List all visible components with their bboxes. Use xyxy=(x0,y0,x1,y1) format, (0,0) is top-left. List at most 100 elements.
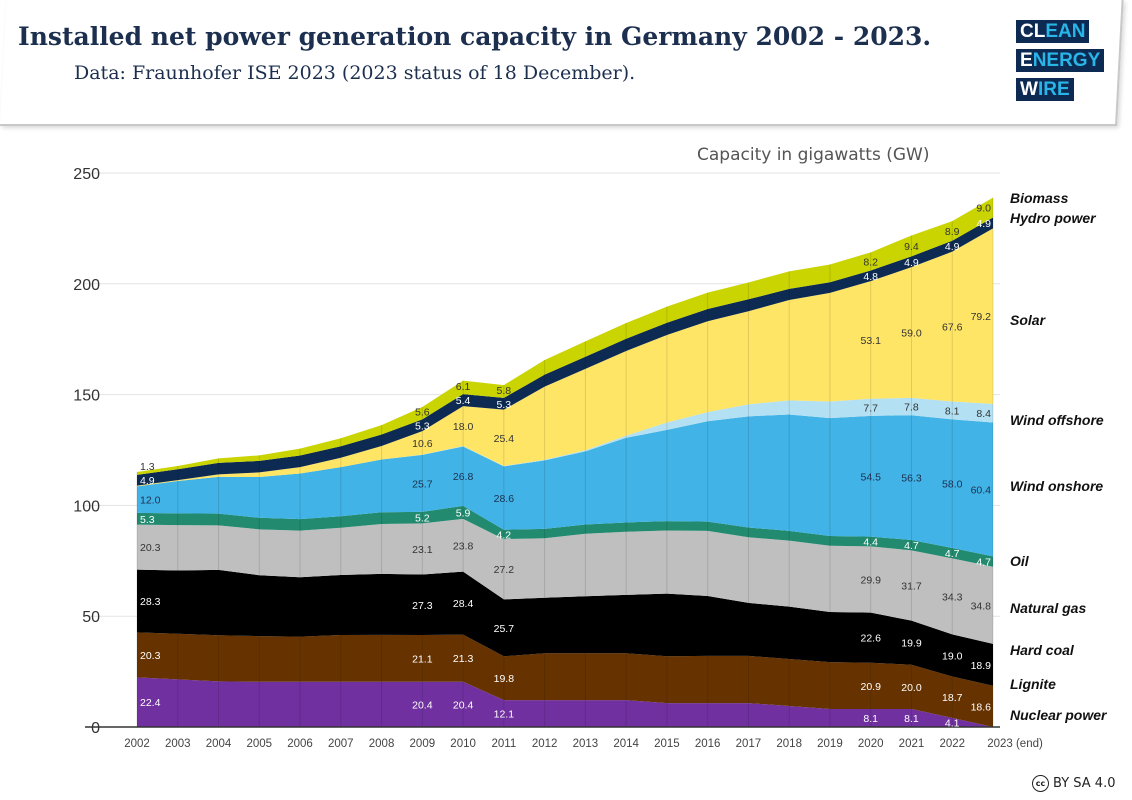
x-tick-label: 2015 xyxy=(654,738,680,750)
data-label: 4.7 xyxy=(945,548,960,560)
data-label: 56.3 xyxy=(901,473,922,485)
data-label: 59.0 xyxy=(901,328,922,340)
data-label: 5.8 xyxy=(497,385,512,397)
data-label: 19.8 xyxy=(494,673,515,685)
x-tick-label: 2020 xyxy=(858,738,884,750)
data-label: 20.9 xyxy=(860,681,881,693)
area-wind-offshore xyxy=(137,397,993,487)
legend-label: Solar xyxy=(1010,312,1047,328)
data-label: 26.8 xyxy=(453,471,474,483)
x-tick-label: 2018 xyxy=(776,738,802,750)
x-tick-label: 2003 xyxy=(165,738,191,750)
y-axis-label: Capacity in gigawatts (GW) xyxy=(697,145,930,165)
data-label: 18.0 xyxy=(453,421,474,433)
data-label: 28.4 xyxy=(453,598,474,610)
area-lignite xyxy=(137,632,993,727)
y-tick-label: 150 xyxy=(73,388,100,405)
data-label: 20.4 xyxy=(453,699,474,711)
data-label: 67.6 xyxy=(942,322,963,334)
legend-label: Natural gas xyxy=(1010,600,1086,616)
data-label: 23.8 xyxy=(453,540,474,552)
x-tick-label: 2012 xyxy=(532,738,558,750)
data-label: 8.1 xyxy=(904,713,919,725)
data-label: 34.3 xyxy=(942,591,963,603)
data-label: 6.1 xyxy=(456,381,471,393)
data-label: 20.3 xyxy=(140,542,161,554)
data-label: 25.7 xyxy=(494,623,515,635)
cc-icon: cc xyxy=(1032,775,1049,792)
data-label: 5.3 xyxy=(415,420,430,432)
data-label: 5.4 xyxy=(456,395,471,407)
x-tick-label: 2004 xyxy=(206,738,232,750)
data-label: 18.6 xyxy=(971,701,992,713)
clean-energy-wire-logo: CLEAN ENERGY WIRE xyxy=(1016,20,1105,107)
x-tick-label: 2021 xyxy=(899,738,925,750)
data-label: 4.9 xyxy=(976,218,991,230)
data-label: 29.9 xyxy=(860,575,881,587)
data-label: 34.8 xyxy=(971,600,992,612)
x-tick-label: 2002 xyxy=(124,738,150,750)
data-label: 12.0 xyxy=(140,495,161,507)
x-tick-label: 2016 xyxy=(695,738,721,750)
area-wind-onshore xyxy=(137,414,993,557)
data-label: 22.4 xyxy=(140,697,161,709)
data-label: 7.8 xyxy=(904,402,919,414)
data-label: 5.6 xyxy=(415,406,430,418)
legend-label: Hard coal xyxy=(1010,642,1075,658)
area-nuclear-power xyxy=(137,677,993,727)
x-tick-label: 2022 xyxy=(939,738,965,750)
data-label: 4.2 xyxy=(497,529,512,541)
data-label: 1.3 xyxy=(140,461,155,473)
data-label: 54.5 xyxy=(860,471,881,483)
data-label: 60.4 xyxy=(971,484,992,496)
data-label: 5.3 xyxy=(140,514,155,526)
data-label: 27.2 xyxy=(494,564,515,576)
data-label: 28.3 xyxy=(140,596,161,608)
x-tick-label: 2011 xyxy=(491,738,516,750)
data-label: 7.7 xyxy=(863,402,878,414)
data-label: 12.1 xyxy=(494,709,515,721)
data-label: 79.2 xyxy=(971,311,992,323)
data-label: 4.8 xyxy=(863,271,878,283)
data-label: 27.3 xyxy=(412,600,433,612)
license-text: BY SA 4.0 xyxy=(1053,776,1116,791)
chart-title: Installed net power generation capacity … xyxy=(18,22,932,51)
data-label: 8.2 xyxy=(863,256,878,268)
x-tick-label: 2005 xyxy=(246,738,272,750)
x-tick-label: 2008 xyxy=(369,738,395,750)
data-label: 4.9 xyxy=(945,241,960,253)
data-label: 9.0 xyxy=(976,203,991,215)
data-label: 8.4 xyxy=(976,408,991,420)
x-tick-label: 2014 xyxy=(613,738,639,750)
data-label: 4.9 xyxy=(904,257,919,269)
x-tick-label: 2023 (end) xyxy=(987,738,1043,750)
x-tick-label: 2019 xyxy=(817,738,843,750)
area-hard-coal xyxy=(137,569,993,686)
x-tick-label: 2007 xyxy=(328,738,354,750)
data-label: 10.6 xyxy=(412,438,433,450)
data-label: 53.1 xyxy=(860,335,881,347)
data-label: 20.4 xyxy=(412,699,433,711)
data-label: 8.1 xyxy=(945,405,960,417)
license: cc BY SA 4.0 xyxy=(1032,775,1115,792)
chart-subtitle: Data: Fraunhofer ISE 2023 (2023 status o… xyxy=(74,62,636,84)
x-tick-label: 2006 xyxy=(287,738,313,750)
data-label: 28.6 xyxy=(494,493,515,505)
x-tick-label: 2017 xyxy=(736,738,762,750)
data-label: 25.4 xyxy=(494,433,515,445)
y-tick-label: 50 xyxy=(82,609,100,626)
legend-label: Lignite xyxy=(1010,676,1056,692)
data-label: 4.1 xyxy=(945,717,960,729)
x-tick-label: 2013 xyxy=(573,738,599,750)
data-label: 19.0 xyxy=(942,650,963,662)
data-label: 4.9 xyxy=(140,475,155,487)
data-label: 21.3 xyxy=(453,653,474,665)
data-label: 19.9 xyxy=(901,638,922,650)
data-label: 5.9 xyxy=(456,507,471,519)
legend-label: Oil xyxy=(1010,553,1030,569)
legend-label: Hydro power xyxy=(1010,210,1097,226)
y-tick-label: 100 xyxy=(73,498,100,515)
data-label: 4.7 xyxy=(976,557,991,569)
data-label: 4.7 xyxy=(904,540,919,552)
